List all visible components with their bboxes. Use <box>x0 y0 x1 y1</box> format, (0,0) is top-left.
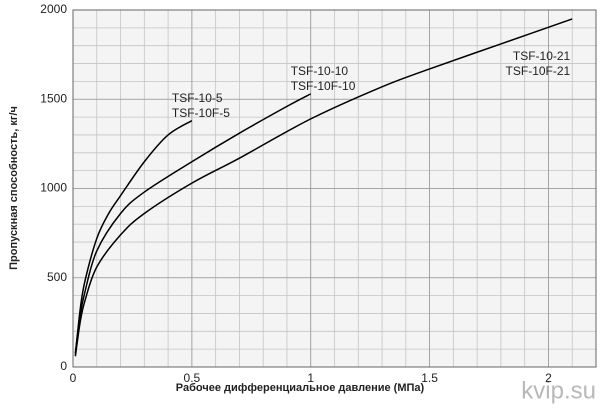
y-axis-label: Пропускная способность, кг/ч <box>8 106 20 270</box>
y-tick-label: 0 <box>60 359 67 373</box>
series-label: TSF-10F-21 <box>506 64 571 78</box>
x-tick-label: 1.5 <box>421 371 438 385</box>
y-tick-label: 2000 <box>40 2 67 16</box>
series-label: TSF-10F-5 <box>172 106 230 120</box>
series-label: TSF-10F-10 <box>291 79 356 93</box>
y-tick-label: 500 <box>47 270 67 284</box>
x-axis-label: Рабочее дифференциальное давление (МПа) <box>176 382 425 394</box>
series-label: TSF-10-10 <box>291 64 349 78</box>
x-tick-label: 0 <box>70 371 77 385</box>
plot-frame <box>72 9 597 368</box>
series-label: TSF-10-5 <box>172 91 223 105</box>
series-label: TSF-10-21 <box>513 49 571 63</box>
x-tick-label: 2 <box>545 371 552 385</box>
x-tick-label: 0.5 <box>184 371 201 385</box>
series-line <box>74 93 312 353</box>
y-tick-label: 1500 <box>40 91 67 105</box>
y-tick-label: 1000 <box>40 181 67 195</box>
series-line <box>74 120 193 355</box>
series-line <box>74 18 573 357</box>
watermark: kvip.su <box>521 377 596 404</box>
x-tick-label: 1 <box>307 371 314 385</box>
